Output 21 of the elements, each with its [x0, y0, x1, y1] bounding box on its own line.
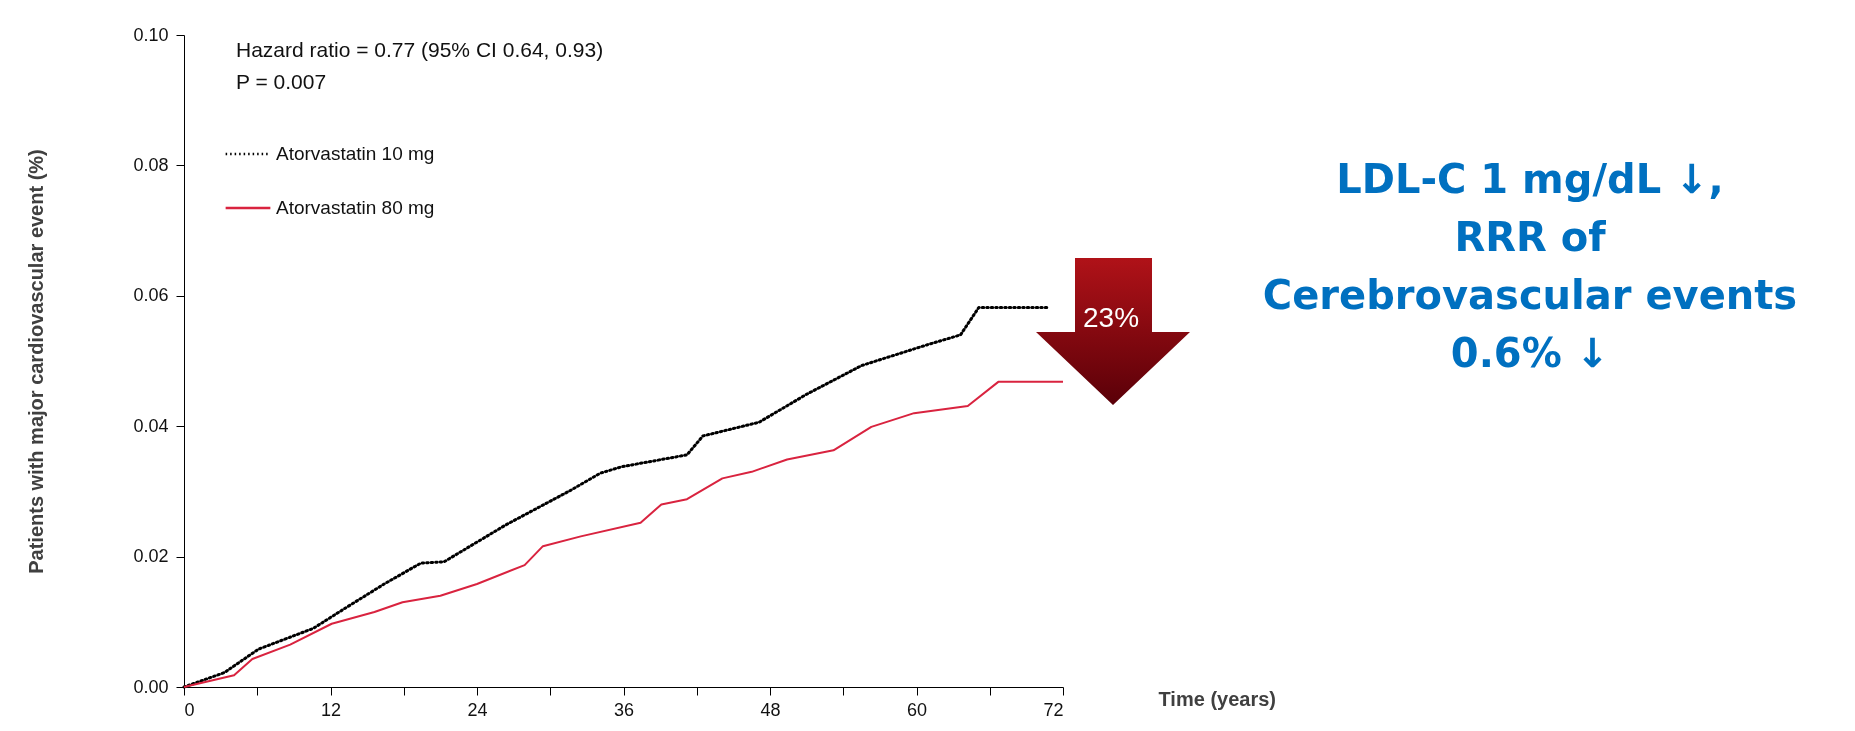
y-tick-label: 0.02: [133, 546, 169, 567]
x-tick-label: 0: [184, 699, 195, 720]
text: LDL-C 1 mg/dL ↓, RRR of Cerebrovascular events 0.6% ↓: [1261, 155, 1799, 378]
legend-label: Atorvastatin 80 mg: [276, 197, 435, 218]
annotation: P = 0.007: [236, 70, 327, 94]
x-tick-label: 24: [467, 699, 488, 720]
y-tick-label: 0.06: [133, 285, 169, 306]
y-tick-label: 0.00: [133, 676, 169, 697]
x-axis-title: Time (years): [1158, 687, 1276, 710]
x-tick-label: 48: [760, 699, 781, 720]
x-tick-label: 12: [320, 699, 342, 720]
y-tick-label: 0.10: [133, 24, 169, 45]
y-tick-label: 0.04: [133, 415, 169, 436]
text: 23%: [1083, 302, 1140, 334]
x-tick-label: 36: [613, 699, 635, 720]
annotation: Hazard ratio = 0.77 (95% CI 0.64, 0.93): [236, 38, 604, 62]
x-tick-label: 60: [906, 699, 928, 720]
x-tick-label: 72: [1043, 699, 1064, 720]
y-tick-label: 0.08: [133, 154, 169, 175]
y-axis-title: Patients with major cardiovascular event (%): [24, 149, 47, 574]
legend-label: Atorvastatin 10 mg: [276, 143, 435, 164]
